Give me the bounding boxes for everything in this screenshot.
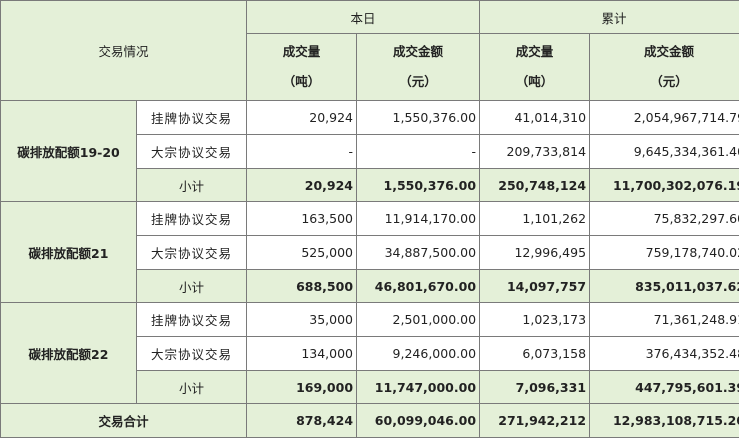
total-volume-cell: 7,096,331 (479, 370, 591, 404)
unit-ton-label: （吨） (282, 74, 321, 89)
subtotal-label: 小计 (135, 370, 248, 404)
unit-yuan-label: （元） (399, 74, 437, 89)
today-volume-cell: 688,500 (246, 269, 358, 303)
subtotal-label: 小计 (135, 168, 248, 202)
total-amount-cell: 12,983,108,715.20 (589, 403, 739, 438)
trade-type-cell: 大宗协议交易 (135, 235, 248, 270)
subtotal-row: 小计 20,924 1,550,376.00 250,748,124 11,70… (1, 168, 739, 202)
table-row: 大宗协议交易 134,000 9,246,000.00 6,073,158 37… (1, 336, 739, 371)
trade-type-cell: 大宗协议交易 (135, 336, 248, 371)
trade-type-cell: 挂牌协议交易 (135, 201, 248, 236)
section-label: 碳排放配额22 (0, 302, 137, 404)
unit-ton-label: （吨） (515, 74, 554, 89)
today-volume-cell: - (246, 134, 358, 169)
today-amount-cell: 11,747,000.00 (356, 370, 481, 404)
today-volume-cell: 163,500 (246, 201, 358, 236)
today-amount-cell: 1,550,376.00 (356, 168, 481, 202)
total-volume-cell: 41,014,310 (479, 100, 591, 135)
total-volume-cell: 14,097,757 (479, 269, 591, 303)
amount-header-label: 成交金额 (644, 44, 695, 59)
table-row: 碳排放配额21 挂牌协议交易 163,500 11,914,170.00 1,1… (0, 201, 739, 303)
today-amount-cell: 1,550,376.00 (356, 100, 481, 135)
total-amount-cell: 447,795,601.39 (589, 370, 739, 404)
today-volume-cell: 878,424 (246, 403, 358, 438)
trade-type-cell: 挂牌协议交易 (135, 302, 248, 337)
total-amount-cell: 75,832,297.60 (589, 201, 739, 236)
today-volume-cell: 20,924 (246, 168, 358, 202)
total-volume-cell: 209,733,814 (479, 134, 591, 169)
today-volume-cell: 525,000 (246, 235, 358, 270)
trade-type-cell: 挂牌协议交易 (135, 100, 248, 135)
table-row: 碳排放配额19-20 挂牌协议交易 20,924 1,550,376.00 41… (0, 100, 739, 202)
trade-type-cell: 大宗协议交易 (135, 134, 248, 169)
total-volume-cell: 271,942,212 (479, 403, 591, 438)
section-label: 碳排放配额19-20 (0, 100, 137, 202)
corner-header: 交易情况 (0, 0, 248, 101)
total-volume-cell: 1,101,262 (479, 201, 591, 236)
subtotal-row: 小计 688,500 46,801,670.00 14,097,757 835,… (1, 269, 739, 303)
table-row: 碳排放配额22 挂牌协议交易 35,000 2,501,000.00 1,023… (0, 302, 739, 404)
today-amount-cell: - (356, 134, 481, 169)
total-amount-cell: 2,054,967,714.79 (589, 100, 739, 135)
section-label: 碳排放配额21 (0, 201, 137, 303)
today-amount-header: 成交金额 （元） (356, 33, 481, 101)
today-volume-header: 成交量 （吨） (246, 33, 358, 101)
today-volume-cell: 169,000 (246, 370, 358, 404)
total-volume-cell: 250,748,124 (479, 168, 591, 202)
grand-total-row: 交易合计 878,424 60,099,046.00 271,942,212 1… (0, 403, 739, 438)
today-volume-cell: 20,924 (246, 100, 358, 135)
today-group-header: 本日 (246, 0, 481, 34)
total-volume-cell: 6,073,158 (479, 336, 591, 371)
grand-total-label: 交易合计 (0, 403, 248, 438)
today-amount-cell: 11,914,170.00 (356, 201, 481, 236)
total-amount-cell: 11,700,302,076.19 (589, 168, 739, 202)
unit-yuan-label: （元） (650, 74, 688, 89)
total-amount-cell: 835,011,037.62 (589, 269, 739, 303)
total-amount-cell: 9,645,334,361.40 (589, 134, 739, 169)
today-amount-cell: 60,099,046.00 (356, 403, 481, 438)
today-amount-cell: 34,887,500.00 (356, 235, 481, 270)
subtotal-label: 小计 (135, 269, 248, 303)
total-amount-cell: 71,361,248.91 (589, 302, 739, 337)
total-group-header: 累计 (479, 0, 739, 34)
today-volume-cell: 134,000 (246, 336, 358, 371)
total-volume-cell: 1,023,173 (479, 302, 591, 337)
table-row: 大宗协议交易 525,000 34,887,500.00 12,996,495 … (1, 235, 739, 270)
total-volume-cell: 12,996,495 (479, 235, 591, 270)
today-volume-cell: 35,000 (246, 302, 358, 337)
today-amount-cell: 2,501,000.00 (356, 302, 481, 337)
today-amount-cell: 46,801,670.00 (356, 269, 481, 303)
total-amount-header: 成交金额 （元） (589, 33, 739, 101)
volume-header-label: 成交量 (515, 44, 554, 59)
total-volume-header: 成交量 （吨） (479, 33, 591, 101)
volume-header-label: 成交量 (282, 44, 321, 59)
total-amount-cell: 759,178,740.02 (589, 235, 739, 270)
total-amount-cell: 376,434,352.48 (589, 336, 739, 371)
amount-header-label: 成交金额 (393, 44, 444, 59)
table-row: 大宗协议交易 - - 209,733,814 9,645,334,361.40 (1, 134, 739, 169)
today-amount-cell: 9,246,000.00 (356, 336, 481, 371)
